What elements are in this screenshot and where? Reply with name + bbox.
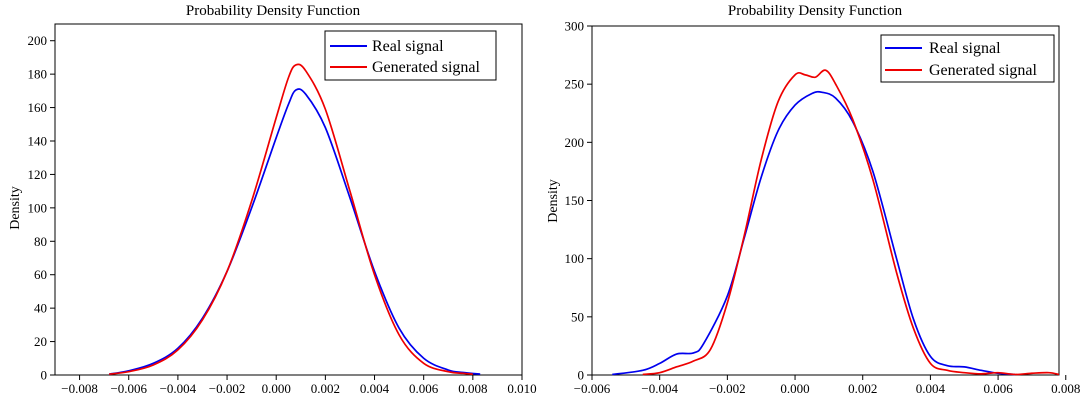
y-axis-label: Density: [546, 179, 561, 223]
x-tick-label: −0.004: [641, 381, 678, 396]
x-tick-label: −0.006: [574, 381, 611, 396]
y-tick-label: 200: [28, 33, 48, 48]
legend-label-real: Real signal: [372, 38, 444, 55]
y-tick-label: 80: [34, 234, 47, 249]
x-tick-label: 0.004: [916, 381, 946, 396]
legend-box: [880, 34, 1055, 83]
x-tick-label: 0.002: [848, 381, 877, 396]
y-tick-label: 160: [28, 100, 48, 115]
y-axis: 0 50 100 150 200 250 300: [565, 19, 592, 383]
right-chart: Probability Density Function Density −0.…: [546, 3, 1080, 396]
x-tick-label: 0.006: [409, 381, 439, 396]
x-tick-label: −0.004: [160, 381, 197, 396]
series-line-real: [612, 90, 1016, 376]
y-tick-label: 300: [565, 19, 585, 34]
plot-frame: [54, 23, 523, 376]
y-tick-label: 200: [565, 135, 585, 150]
x-tick-label: 0.000: [780, 381, 809, 396]
y-tick-label: 60: [34, 267, 47, 282]
series-lines: [612, 69, 1060, 376]
x-tick-label: −0.002: [209, 381, 246, 396]
legend: Real signal Generated signal: [324, 30, 497, 81]
y-tick-label: 100: [28, 200, 48, 215]
legend-box: [324, 30, 497, 81]
y-axis-label: Density: [8, 186, 23, 230]
x-tick-label: 0.004: [360, 381, 390, 396]
legend-label-generated: Generated signal: [372, 59, 481, 76]
y-tick-label: 20: [34, 334, 47, 349]
y-tick-label: 50: [571, 309, 584, 324]
x-tick-label: −0.008: [61, 381, 98, 396]
x-tick-label: 0.006: [983, 381, 1013, 396]
x-tick-label: −0.002: [709, 381, 746, 396]
y-tick-label: 150: [565, 193, 585, 208]
x-axis: −0.006 −0.004 −0.002 0.000 0.002 0.004 0.006 0.…: [574, 375, 1080, 396]
y-tick-label: 120: [28, 167, 48, 182]
x-tick-label: 0.008: [1051, 381, 1080, 396]
x-tick-label: 0.010: [507, 381, 536, 396]
legend-label-real: Real signal: [929, 40, 1001, 57]
y-tick-label: 100: [565, 251, 585, 266]
series-line-real: [108, 88, 481, 376]
y-axis: 0 20 40 60 80 100 120 140 160 180 200: [28, 33, 55, 383]
y-tick-label: 0: [41, 368, 48, 383]
y-tick-label: 250: [565, 77, 585, 92]
legend-label-generated: Generated signal: [929, 62, 1038, 79]
x-tick-label: 0.008: [458, 381, 487, 396]
y-tick-label: 40: [34, 301, 47, 316]
chart-title: Probability Density Function: [728, 3, 903, 19]
x-tick-label: 0.002: [311, 381, 340, 396]
y-tick-label: 180: [28, 67, 48, 82]
y-tick-label: 0: [578, 368, 585, 383]
series-line-generated: [642, 69, 1060, 376]
y-tick-label: 140: [28, 134, 48, 149]
chart-title: Probability Density Function: [186, 3, 361, 19]
x-tick-label: 0.000: [262, 381, 291, 396]
left-chart: Probability Density Function Density −0.…: [8, 3, 537, 396]
x-axis: −0.008 −0.006 −0.004 −0.002 0.000 0.002 0.004 0…: [61, 375, 537, 396]
series-lines: [108, 63, 481, 376]
legend: Real signal Generated signal: [880, 34, 1055, 83]
x-tick-label: −0.006: [110, 381, 147, 396]
series-line-generated: [108, 63, 473, 376]
